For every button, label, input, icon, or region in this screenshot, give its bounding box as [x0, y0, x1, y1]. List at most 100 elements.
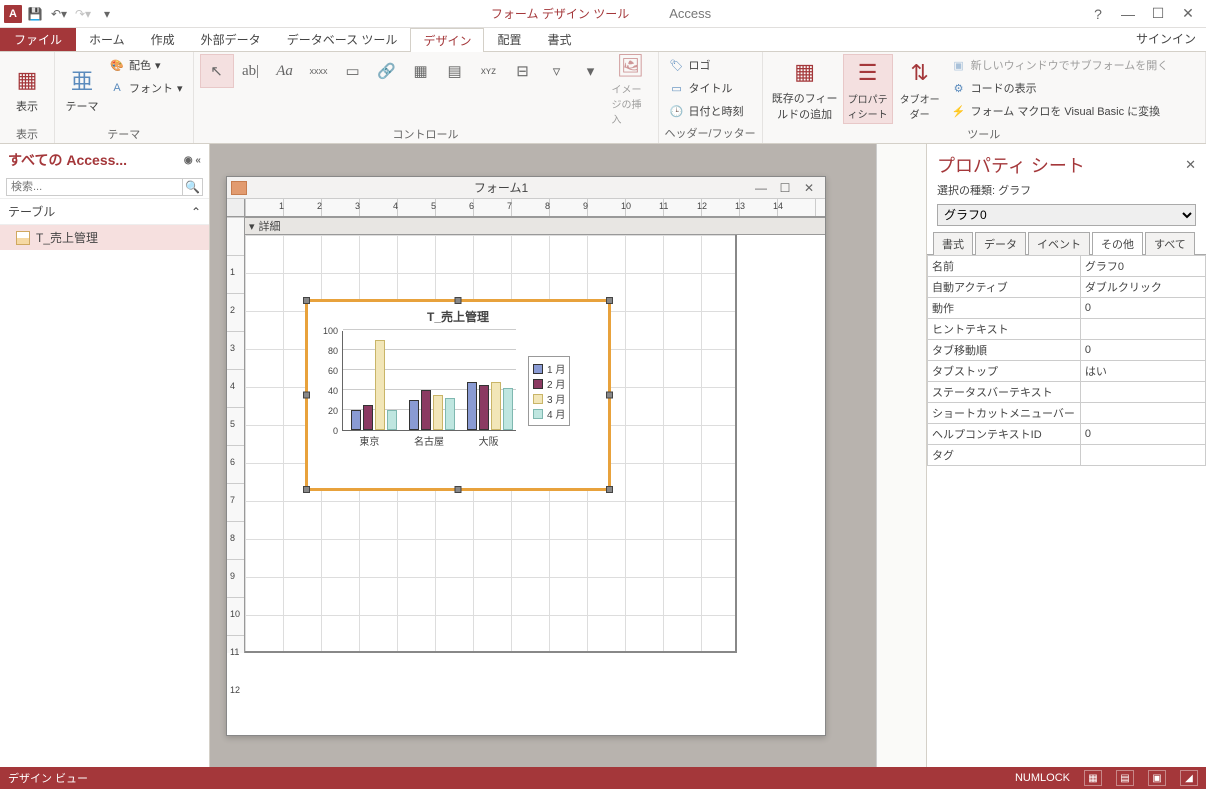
view-form-button[interactable]: ▦ — [1084, 770, 1102, 786]
fonts-icon: A — [109, 80, 125, 96]
group-views: ▦ 表示 表示 — [0, 52, 55, 143]
horizontal-ruler[interactable]: 1234567891011121314 — [245, 199, 825, 217]
property-value[interactable] — [1080, 403, 1205, 424]
property-value[interactable]: 0 — [1080, 424, 1205, 445]
property-sheet-button[interactable]: ☰ プロパティシート — [843, 54, 893, 124]
property-tab[interactable]: 書式 — [933, 232, 973, 255]
property-value[interactable]: ダブルクリック — [1080, 277, 1205, 298]
controls-gallery[interactable]: ↖ ab| Aa xxxx ▭ 🔗 ▦ ▤ xʏᴢ ⊟ ▿ ▾ — [200, 54, 608, 124]
view-layout-button[interactable]: ▣ — [1148, 770, 1166, 786]
search-input[interactable] — [6, 178, 183, 196]
datetime-button[interactable]: 🕒日付と時刻 — [665, 100, 748, 122]
view-code-button[interactable]: ⚙コードの表示 — [947, 77, 1173, 99]
ctrl-combobox[interactable]: ▿ — [540, 54, 574, 88]
property-tab[interactable]: その他 — [1092, 232, 1143, 255]
ctrl-navigation[interactable]: ▤ — [438, 54, 472, 88]
tab-design[interactable]: デザイン — [410, 28, 484, 52]
title-bar: A 💾 ↶▾ ↷▾ ▾ フォーム デザイン ツール Access ? — ☐ ✕ — [0, 0, 1206, 28]
property-value[interactable]: 0 — [1080, 340, 1205, 361]
tab-create[interactable]: 作成 — [138, 27, 188, 51]
ctrl-pagebreak[interactable]: ⊟ — [506, 54, 540, 88]
convert-macro-button[interactable]: ⚡フォーム マクロを Visual Basic に変換 — [947, 100, 1173, 122]
vertical-ruler[interactable]: 123456789101112 — [227, 217, 245, 653]
form-window-titlebar[interactable]: フォーム1 — ☐ ✕ — [227, 177, 825, 199]
property-object-select[interactable]: グラフ0 — [937, 204, 1196, 226]
view-button[interactable]: ▦ 表示 — [6, 54, 48, 124]
design-grid[interactable]: T_売上管理 020406080100 東京名古屋大阪 1 月2 月3 月4 月 — [245, 235, 737, 653]
view-icon: ▦ — [11, 64, 43, 96]
ctrl-label[interactable]: Aa — [268, 54, 302, 88]
chart-plotarea — [342, 331, 516, 431]
minimize-button[interactable]: — — [1114, 3, 1142, 25]
view-design-button[interactable]: ◢ — [1180, 770, 1198, 786]
add-fields-button[interactable]: ▦ 既存のフィールドの追加 — [769, 54, 841, 124]
macro-label: フォーム マクロを Visual Basic に変換 — [971, 103, 1161, 119]
form-close-button[interactable]: ✕ — [797, 181, 821, 195]
property-tab[interactable]: すべて — [1145, 232, 1195, 255]
file-tab[interactable]: ファイル — [0, 27, 76, 51]
property-value[interactable] — [1080, 445, 1205, 466]
ctrl-webbrowser[interactable]: ▦ — [404, 54, 438, 88]
nav-header[interactable]: すべての Access... ◉ « — [0, 144, 209, 176]
title-button[interactable]: ▭タイトル — [665, 77, 748, 99]
navigation-pane: すべての Access... ◉ « 🔍 テーブル ⌃ T_売上管理 — [0, 144, 210, 767]
property-value[interactable]: はい — [1080, 361, 1205, 382]
form-max-button[interactable]: ☐ — [773, 181, 797, 195]
ctrl-textbox[interactable]: ab| — [234, 54, 268, 88]
property-value[interactable]: グラフ0 — [1080, 256, 1205, 277]
help-button[interactable]: ? — [1084, 3, 1112, 25]
app-icon: A — [4, 5, 22, 23]
ctrl-more[interactable]: ▾ — [574, 54, 608, 88]
property-tab[interactable]: データ — [975, 232, 1026, 255]
ctrl-link[interactable]: 🔗 — [370, 54, 404, 88]
property-name: ヘルプコンテキストID — [928, 424, 1081, 445]
property-name: タブ移動順 — [928, 340, 1081, 361]
code-label: コードの表示 — [971, 80, 1037, 96]
qat-save[interactable]: 💾 — [24, 3, 46, 25]
colors-button[interactable]: 🎨配色 ▾ — [105, 54, 187, 76]
chart-yaxis: 020406080100 — [316, 331, 340, 431]
ctrl-tab[interactable]: ▭ — [336, 54, 370, 88]
view-datasheet-button[interactable]: ▤ — [1116, 770, 1134, 786]
ctrl-select[interactable]: ↖ — [200, 54, 234, 88]
property-value[interactable]: 0 — [1080, 298, 1205, 319]
ctrl-optiongroup[interactable]: xʏᴢ — [472, 54, 506, 88]
close-button[interactable]: ✕ — [1174, 3, 1202, 25]
qat-redo[interactable]: ↷▾ — [72, 3, 94, 25]
tab-arrange[interactable]: 配置 — [484, 27, 534, 51]
tab-format[interactable]: 書式 — [534, 27, 584, 51]
themes-button[interactable]: 亜 テーマ — [61, 54, 103, 124]
subform-button[interactable]: ▣新しいウィンドウでサブフォームを開く — [947, 54, 1173, 76]
code-icon: ⚙ — [951, 80, 967, 96]
form-min-button[interactable]: — — [749, 181, 773, 195]
table-icon — [16, 231, 30, 245]
logo-button[interactable]: 🏷ロゴ — [665, 54, 748, 76]
detail-section-header[interactable]: ▾ 詳細 — [245, 217, 825, 235]
property-sheet: プロパティ シート ✕ 選択の種類: グラフ グラフ0 書式データイベントその他… — [926, 144, 1206, 767]
insert-image-button[interactable]: 🖼 イメージの挿入 — [610, 54, 652, 124]
property-name: 動作 — [928, 298, 1081, 319]
search-button[interactable]: 🔍 — [183, 178, 203, 196]
property-value[interactable] — [1080, 382, 1205, 403]
signin-link[interactable]: サインイン — [1126, 26, 1206, 51]
colors-icon: 🎨 — [109, 57, 125, 73]
tab-dbtools[interactable]: データベース ツール — [274, 27, 411, 51]
logo-icon: 🏷 — [669, 57, 685, 73]
maximize-button[interactable]: ☐ — [1144, 3, 1172, 25]
chart-object[interactable]: T_売上管理 020406080100 東京名古屋大阪 1 月2 月3 月4 月 — [305, 299, 611, 491]
property-value[interactable] — [1080, 319, 1205, 340]
title-icon: ▭ — [669, 80, 685, 96]
ruler-corner[interactable] — [227, 199, 245, 217]
nav-category-tables[interactable]: テーブル ⌃ — [0, 198, 209, 225]
tab-order-button[interactable]: ⇅ タブオーダー — [895, 54, 945, 124]
qat-undo[interactable]: ↶▾ — [48, 3, 70, 25]
fonts-button[interactable]: Aフォント ▾ — [105, 77, 187, 99]
qat-customize[interactable]: ▾ — [96, 3, 118, 25]
property-tab[interactable]: イベント — [1028, 232, 1090, 255]
nav-item-table[interactable]: T_売上管理 — [0, 225, 209, 250]
property-sheet-close[interactable]: ✕ — [1185, 157, 1196, 173]
ctrl-button[interactable]: xxxx — [302, 54, 336, 88]
tab-external[interactable]: 外部データ — [188, 27, 274, 51]
tab-home[interactable]: ホーム — [76, 27, 138, 51]
detail-label: 詳細 — [259, 218, 281, 234]
